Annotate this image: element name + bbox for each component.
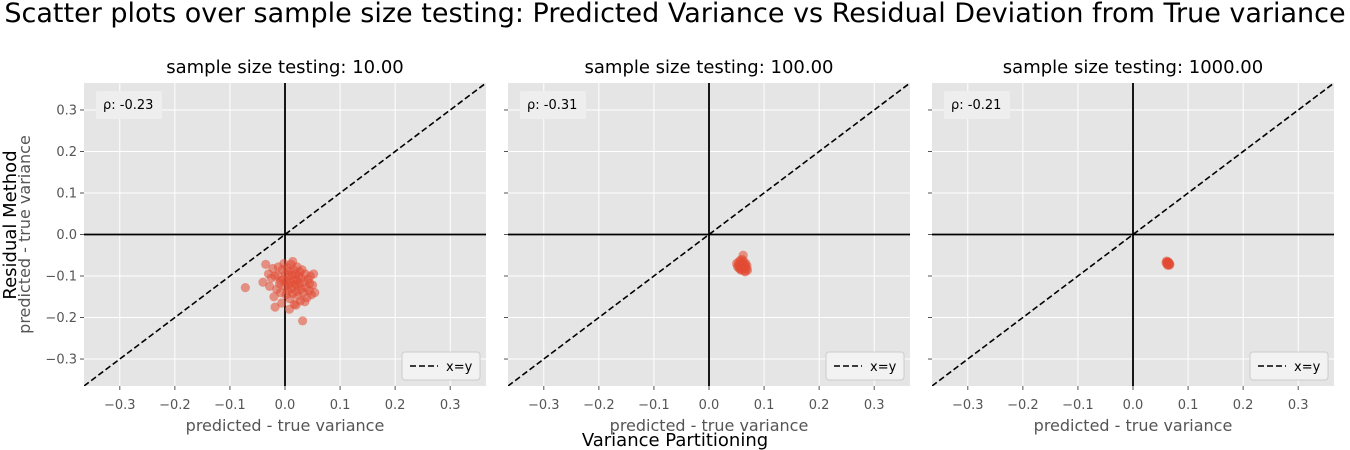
plot-area <box>932 83 1334 386</box>
data-point <box>264 281 275 291</box>
figure-supxlabel: Variance Partitioning <box>582 430 768 450</box>
x-axis-label: predicted - true variance <box>610 416 809 435</box>
data-point <box>261 259 271 269</box>
data-point <box>310 288 320 298</box>
x-tick-label: −0.2 <box>159 398 191 413</box>
correlation-annotation: ρ: -0.31 <box>527 98 577 113</box>
legend: x=y <box>1249 351 1329 381</box>
legend: x=y <box>825 351 905 381</box>
x-axis-label: predicted - true variance <box>1034 416 1233 435</box>
data-point <box>275 276 286 286</box>
legend-box <box>825 351 905 381</box>
subplot-3: sample size testing: 1000.00 −0.3 −0.2 −0.1… <box>928 57 1334 435</box>
legend-label: x=y <box>1294 360 1321 375</box>
data-point <box>305 278 315 289</box>
y-tick-label: −0.1 <box>45 270 77 285</box>
x-axis-label: predicted - true variance <box>186 416 385 435</box>
y-tick-label: −0.3 <box>45 353 77 368</box>
data-point <box>277 298 287 308</box>
x-tick-label: −0.1 <box>638 398 670 413</box>
x-tick-label: 0.1 <box>330 398 351 413</box>
data-point <box>269 292 279 302</box>
x-tick-label: 0.0 <box>1123 398 1144 413</box>
data-point <box>258 277 268 287</box>
x-tick-label: −0.2 <box>1007 398 1039 413</box>
x-tick-label: 0.3 <box>440 398 461 413</box>
x-tick-label: −0.3 <box>528 398 560 413</box>
x-tick-label: 0.0 <box>699 398 720 413</box>
correlation-annotation: ρ: -0.23 <box>103 98 153 113</box>
legend-label: x=y <box>446 360 473 375</box>
data-point <box>298 316 308 326</box>
plot-area <box>84 83 486 386</box>
legend-box <box>401 351 481 381</box>
legend-label: x=y <box>870 360 897 375</box>
subplot-title: sample size testing: 100.00 <box>585 57 834 78</box>
subplot-2: sample size testing: 100.00 −0.3 −0.2 −0.1 0… <box>504 57 910 435</box>
x-tick-label: 0.2 <box>809 398 830 413</box>
plot-area <box>508 83 910 386</box>
x-tick-label: −0.1 <box>214 398 246 413</box>
data-point <box>300 297 310 307</box>
x-tick-label: 0.1 <box>1178 398 1199 413</box>
annotation-box <box>944 91 1010 119</box>
x-tick-label: −0.3 <box>952 398 984 413</box>
y-axis-label: predicted - true variance <box>15 135 34 334</box>
x-tick-label: 0.0 <box>275 398 296 413</box>
figure-suptitle: Scatter plots over sample size testing: … <box>4 0 1345 29</box>
y-tick-label: 0.3 <box>56 103 77 118</box>
data-point <box>270 302 280 312</box>
data-point <box>288 256 298 267</box>
legend: x=y <box>401 351 481 381</box>
x-tick-label: 0.1 <box>754 398 775 413</box>
y-tick-label: 0.0 <box>56 228 77 243</box>
y-tick-label: 0.1 <box>56 186 77 201</box>
identity-line <box>84 83 486 386</box>
subplot-title: sample size testing: 10.00 <box>166 57 404 78</box>
subplot-1: sample size testing: 10.00 −0.3 −0.2 −0.1 0.… <box>15 57 486 435</box>
annotation-box <box>96 91 162 119</box>
data-point <box>240 283 250 293</box>
data-point <box>1163 258 1173 268</box>
x-tick-label: 0.3 <box>864 398 885 413</box>
x-tick-label: −0.1 <box>1062 398 1094 413</box>
data-point <box>735 263 745 273</box>
data-point <box>284 304 295 314</box>
x-tick-label: 0.2 <box>385 398 406 413</box>
x-tick-label: 0.3 <box>1288 398 1309 413</box>
y-tick-label: −0.2 <box>45 311 77 326</box>
identity-line <box>508 83 910 386</box>
data-point <box>291 300 301 310</box>
y-tick-label: 0.2 <box>56 145 77 160</box>
data-point <box>309 269 319 279</box>
x-tick-label: −0.2 <box>583 398 615 413</box>
x-tick-label: −0.3 <box>104 398 136 413</box>
identity-line <box>932 83 1334 386</box>
correlation-annotation: ρ: -0.21 <box>951 98 1001 113</box>
data-point <box>737 254 747 265</box>
x-tick-label: 0.2 <box>1233 398 1254 413</box>
subplot-title: sample size testing: 1000.00 <box>1003 57 1263 78</box>
legend-box <box>1249 351 1329 381</box>
annotation-box <box>520 91 586 119</box>
figure-supylabel: Residual Method <box>0 150 21 299</box>
